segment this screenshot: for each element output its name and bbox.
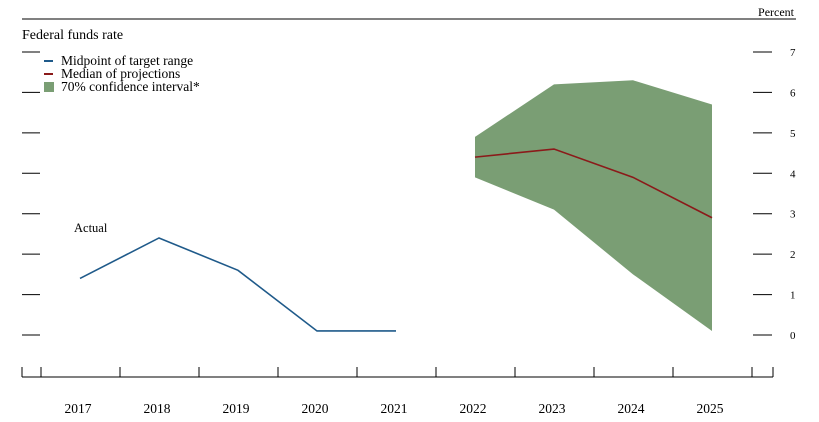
x-tick-labels: 2017 2018 2019 2020 2021 2022 2023 2024 2025: [65, 401, 724, 416]
confidence-band: [475, 80, 712, 331]
right-tick-marks: [753, 51, 772, 336]
y-tick-label: 0: [790, 330, 796, 342]
series-line-median: [474, 148, 713, 219]
unit-label: Percent: [758, 5, 795, 19]
legend-swatch-band: [44, 82, 54, 92]
x-tick-label: 2019: [223, 401, 250, 416]
annotation-actual: Actual: [74, 221, 108, 235]
y-tick-label: 6: [790, 87, 796, 99]
y-tick-label: 1: [790, 290, 796, 302]
x-tick-label: 2022: [460, 401, 487, 416]
y-tick-label: 5: [790, 128, 796, 140]
y-tick-label: 7: [790, 47, 796, 59]
legend-label-band: 70% confidence interval*: [61, 79, 200, 94]
y-tick-label: 2: [790, 249, 796, 261]
x-tick-label: 2025: [697, 401, 724, 416]
x-tick-label: 2018: [144, 401, 171, 416]
legend-label-median: Median of projections: [61, 66, 180, 81]
y-tick-label: 4: [790, 168, 796, 180]
y-tick-label: 3: [790, 209, 796, 221]
legend-label-midpoint: Midpoint of target range: [61, 53, 193, 68]
x-tick-label: 2020: [302, 401, 329, 416]
x-axis: 2017 2018 2019 2020 2021 2022 2023 2024 2025: [21, 367, 774, 416]
x-tick-label: 2024: [618, 401, 645, 416]
y-tick-labels: 0 1 2 3 4 5 6 7: [790, 47, 796, 342]
x-tick-label: 2017: [65, 401, 92, 416]
chart-title: Federal funds rate: [22, 28, 123, 43]
x-tick-label: 2023: [539, 401, 566, 416]
legend: Midpoint of target range Median of proje…: [44, 53, 200, 94]
x-tick-label: 2021: [381, 401, 408, 416]
series-line-midpoint: [79, 237, 396, 332]
left-tick-marks: [22, 51, 40, 336]
x-tick-marks: [40, 367, 753, 377]
